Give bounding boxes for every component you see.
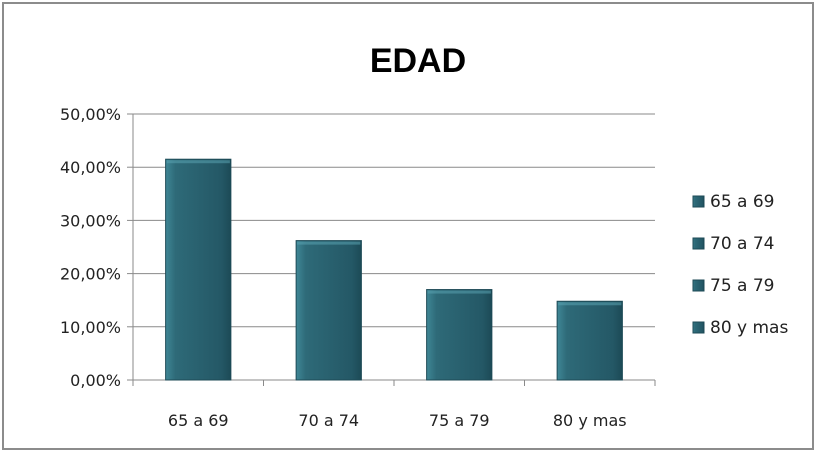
legend-swatch [692,279,705,292]
legend-label: 75 a 79 [710,276,775,296]
legend-swatch [692,321,705,334]
y-tick-label: 10,00% [60,318,121,337]
x-tick-labels: 65 a 69 70 a 74 75 a 79 80 y mas [168,411,627,430]
y-tick-label: 20,00% [60,265,121,284]
bar-highlight [297,241,361,245]
y-tick-label: 40,00% [60,158,121,177]
legend-swatch [692,237,705,250]
bar [165,158,232,381]
x-tick-label: 65 a 69 [168,411,229,430]
chart-frame [2,2,814,450]
bar-highlight [427,290,491,294]
y-tick-label: 0,00% [70,371,121,390]
bar [426,289,493,381]
y-tick-labels: 0,00% 10,00% 20,00% 30,00% 40,00% 50,00% [60,105,121,390]
bar [295,240,362,381]
legend: 65 a 69 70 a 74 75 a 79 80 y mas [692,192,788,338]
chart-title: EDAD [370,42,466,80]
x-tick-label: 80 y mas [553,411,627,430]
bars [165,158,623,381]
bar-highlight [558,302,622,306]
x-tick-label: 75 a 79 [429,411,490,430]
bar [556,300,623,381]
y-tick-label: 30,00% [60,211,121,230]
x-tick-label: 70 a 74 [298,411,359,430]
legend-label: 65 a 69 [710,192,775,212]
y-tick-label: 50,00% [60,105,121,124]
legend-label: 80 y mas [710,318,788,338]
bar-highlight [166,160,230,164]
legend-swatch [692,195,705,208]
legend-label: 70 a 74 [710,234,775,254]
